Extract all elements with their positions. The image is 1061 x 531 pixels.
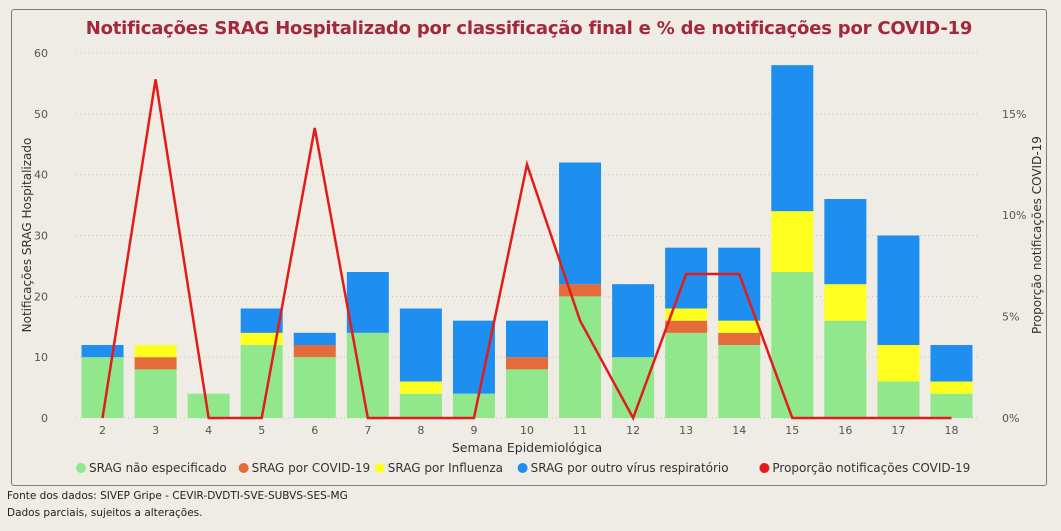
bar-segment [877,381,920,418]
x-axis-label: Semana Epidemiológica [452,440,602,455]
legend-label: SRAG por outro vírus respiratório [531,461,729,475]
bar-segment [559,296,602,418]
y-axis-label: Notificações SRAG Hospitalizado [20,138,34,333]
legend-marker [759,463,770,473]
bar-segment [399,308,442,382]
legend-label: SRAG por COVID-19 [252,461,371,475]
x-tick-label: 10 [520,424,534,437]
y2-tick-label: 10% [1002,209,1026,222]
y-tick-label: 0 [41,412,48,425]
x-tick-label: 12 [626,424,640,437]
legend-label: Proporção notificações COVID-19 [772,461,970,475]
bar-segment [718,332,761,345]
bar-segment [930,381,973,394]
bar-segment [824,199,867,285]
bar-segment [240,308,283,333]
bar-segment [506,320,548,358]
bar-segment [718,320,761,333]
bar-segment [346,272,389,333]
x-tick-label: 16 [838,424,852,437]
bar-segment [293,332,336,345]
bar-segment [665,332,708,418]
bar-segment [452,320,495,394]
bar-segment [771,65,814,212]
x-tick-label: 5 [258,424,265,437]
chart-title: Notificações SRAG Hospitalizado por clas… [85,18,973,39]
bar-segment [134,357,177,370]
y2-tick-label: 5% [1002,311,1019,324]
x-tick-label: 13 [679,424,693,437]
bar-segment [240,332,283,345]
x-tick-label: 18 [944,424,958,437]
bar-segment [718,345,761,418]
x-tick-label: 15 [785,424,799,437]
legend-marker [238,463,249,473]
bar-segment [399,393,442,418]
y-tick-label: 20 [34,290,48,303]
x-tick-label: 14 [732,424,746,437]
bar-segment [930,393,973,418]
y-tick-label: 60 [34,47,48,60]
y-tick-label: 50 [34,108,48,121]
bar-segment [771,272,814,418]
bar-segment [665,320,708,333]
x-tick-label: 2 [99,424,106,437]
bar-segment [824,320,867,418]
bar-segment [665,308,708,321]
y2-axis-label: Proporção notificações COVID-19 [1030,136,1044,334]
bar-segment [718,247,761,321]
y-tick-label: 10 [34,351,48,364]
x-tick-label: 8 [417,424,424,437]
bar-segment [293,357,336,418]
x-tick-label: 4 [205,424,212,437]
bar-segment [559,162,602,285]
bar-segment [612,357,655,418]
legend-label: SRAG não especificado [89,461,227,475]
y2-tick-label: 15% [1002,108,1026,121]
y-tick-label: 30 [34,230,48,243]
x-tick-label: 9 [470,424,477,437]
bar-segment [134,345,177,358]
bar-segment [877,235,920,345]
x-tick-label: 11 [573,424,587,437]
bar-segment [612,284,655,358]
legend-label: SRAG por Influenza [388,461,503,475]
bar-segment [665,247,708,309]
x-tick-label: 3 [152,424,159,437]
bar-segment [771,211,814,272]
x-tick-label: 7 [364,424,371,437]
legend-marker [76,463,86,473]
y2-tick-label: 0% [1002,412,1019,425]
bar-segment [930,345,973,382]
y-tick-label: 40 [34,169,48,182]
legend-marker [517,463,528,473]
x-tick-label: 6 [311,424,318,437]
bar-segment [824,284,867,321]
legend-marker [374,463,385,473]
bar-segment [506,369,548,418]
bar-segment [877,345,920,382]
source-note: Fonte dos dados: SIVEP Gripe - CEVIR-DVD… [7,490,348,502]
bar-segment [81,345,124,358]
partial-data-note: Dados parciais, sujeitos a alterações. [7,507,203,519]
bar-segment [559,284,602,297]
bar-segment [346,332,389,418]
bar-segment [134,369,177,418]
x-tick-label: 17 [891,424,905,437]
bar-segment [81,357,124,418]
bar-segment [293,345,336,358]
bar-segment [240,345,283,418]
bar-segment [506,357,548,370]
bar-segment [399,381,442,394]
